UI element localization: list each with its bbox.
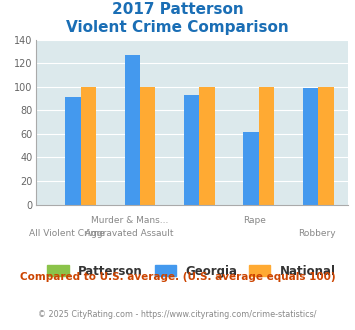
Text: All Violent Crime: All Violent Crime bbox=[29, 229, 105, 238]
Text: Compared to U.S. average. (U.S. average equals 100): Compared to U.S. average. (U.S. average … bbox=[20, 272, 335, 282]
Bar bbox=[259, 87, 274, 205]
Text: Robbery: Robbery bbox=[298, 229, 335, 238]
Text: Aggravated Assault: Aggravated Assault bbox=[85, 229, 174, 238]
Text: 2017 Patterson: 2017 Patterson bbox=[111, 2, 244, 16]
Legend: Patterson, Georgia, National: Patterson, Georgia, National bbox=[43, 260, 341, 282]
Bar bbox=[318, 87, 334, 205]
Text: Violent Crime Comparison: Violent Crime Comparison bbox=[66, 20, 289, 35]
Text: Rape: Rape bbox=[243, 216, 266, 225]
Bar bbox=[81, 87, 96, 205]
Bar bbox=[184, 95, 200, 205]
Text: Murder & Mans...: Murder & Mans... bbox=[91, 216, 168, 225]
Bar bbox=[303, 88, 318, 205]
Bar bbox=[125, 55, 140, 205]
Bar bbox=[200, 87, 215, 205]
Bar bbox=[140, 87, 155, 205]
Bar bbox=[244, 132, 259, 205]
Bar bbox=[65, 97, 81, 205]
Text: © 2025 CityRating.com - https://www.cityrating.com/crime-statistics/: © 2025 CityRating.com - https://www.city… bbox=[38, 310, 317, 319]
